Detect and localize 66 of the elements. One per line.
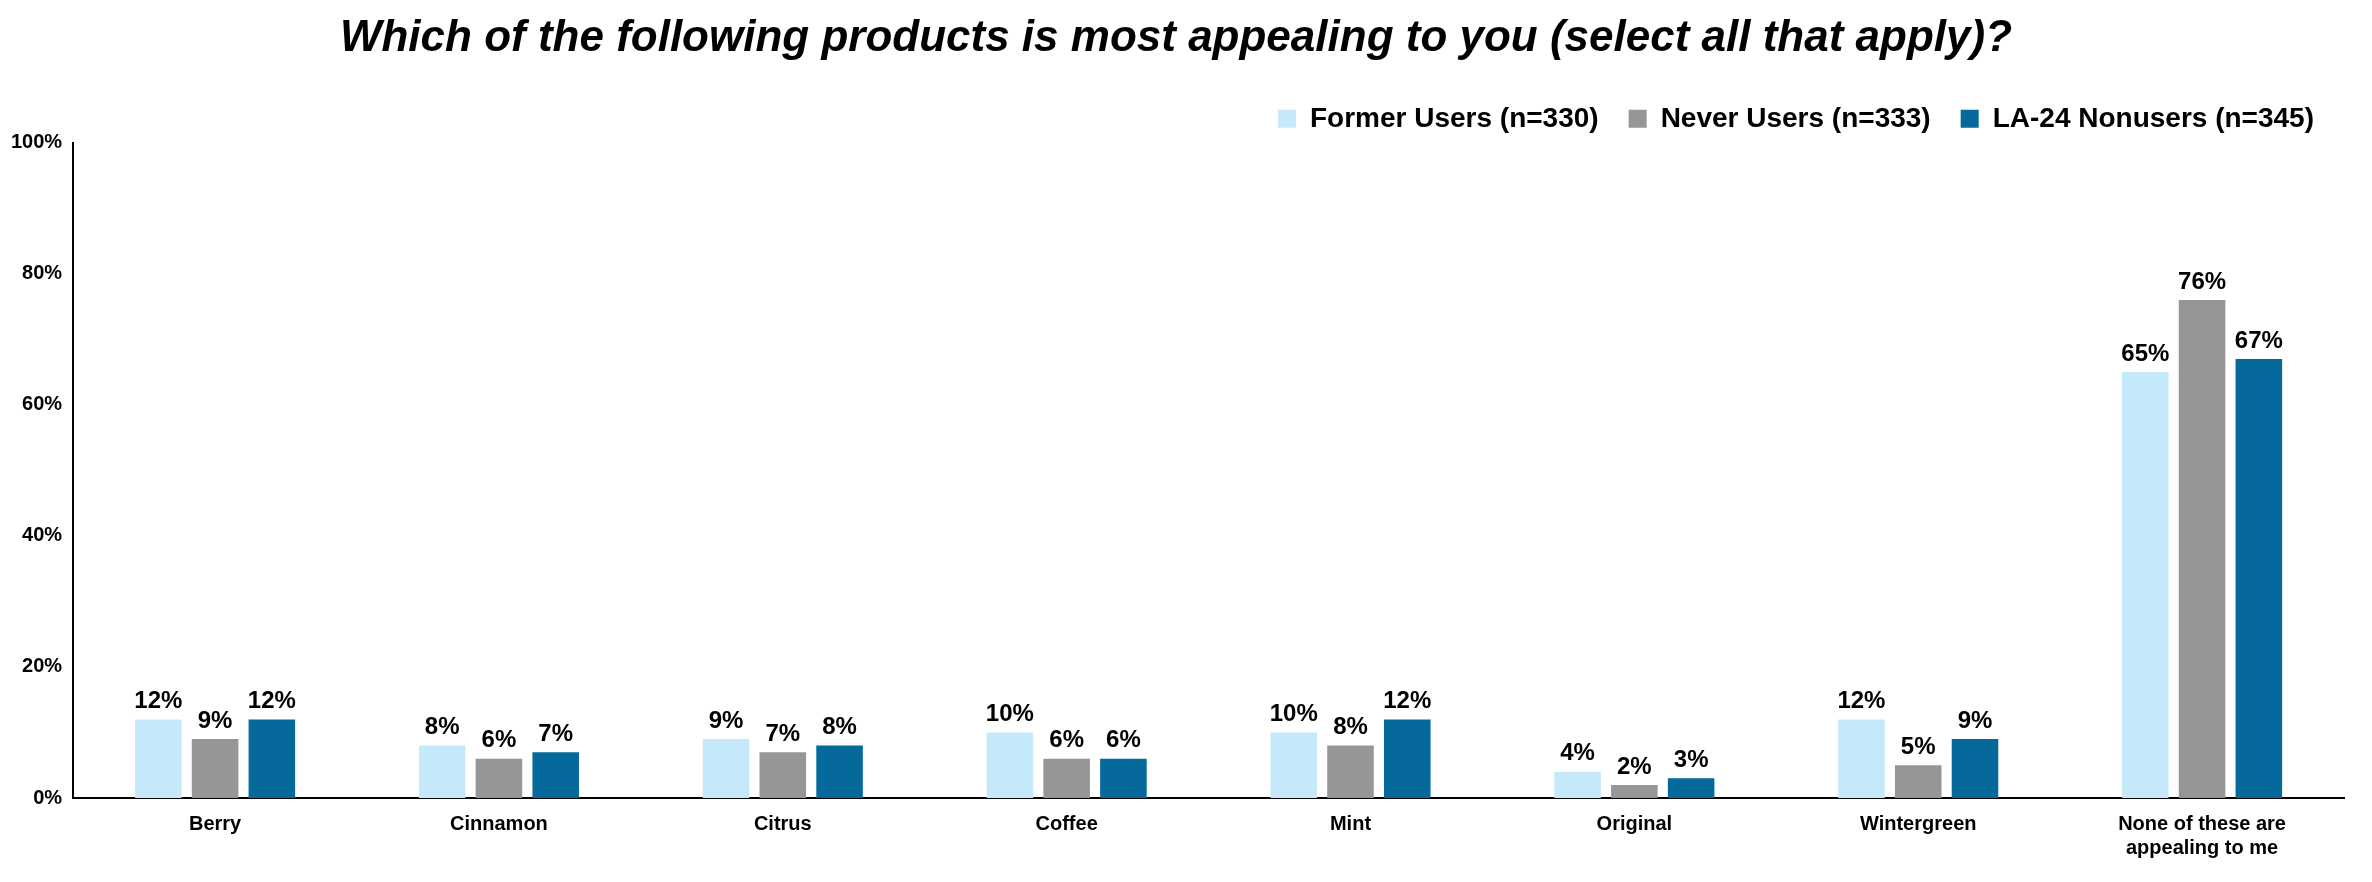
y-tick-label: 60% <box>22 392 63 415</box>
data-label: 9% <box>708 705 744 733</box>
bar <box>2178 300 2226 798</box>
legend-label: Former Users (n=330) <box>1309 101 1599 133</box>
bar <box>1611 784 1658 798</box>
bar <box>1270 732 1318 798</box>
bar <box>986 732 1034 798</box>
bar <box>1100 758 1147 798</box>
bar <box>135 719 182 798</box>
data-label: 12% <box>1383 686 1432 713</box>
bar <box>1838 719 1885 798</box>
data-label: 7% <box>538 718 574 746</box>
bar <box>1667 778 1715 798</box>
data-label: 9% <box>197 705 233 733</box>
bar <box>702 739 750 798</box>
data-label: 2% <box>1617 751 1652 779</box>
data-label: 12% <box>134 686 183 713</box>
data-label: 10% <box>985 699 1034 727</box>
x-tick-label: Citrus <box>753 811 812 834</box>
x-tick-label: Coffee <box>1035 811 1098 834</box>
bar <box>1384 719 1431 798</box>
x-tick-label: Wintergreen <box>1859 811 1977 834</box>
data-label: 4% <box>1560 738 1595 766</box>
y-tick-label: 0% <box>33 785 63 808</box>
data-label: 12% <box>1837 686 1886 713</box>
y-tick-label: 40% <box>22 523 63 546</box>
bar <box>418 745 466 798</box>
x-tick-label: Mint <box>1329 811 1372 834</box>
data-label: 8% <box>1333 712 1368 740</box>
y-tick-label: 20% <box>22 654 63 677</box>
x-tick-label: Original <box>1596 811 1673 834</box>
x-tick-label: Berry <box>188 811 243 834</box>
chart-title: Which of the following products is most appealing to you (select all that apply)? <box>339 10 2013 60</box>
legend-label: LA-24 Nonusers (n=345) <box>1992 101 2315 133</box>
data-label: 6% <box>481 725 517 753</box>
data-label: 3% <box>1673 744 1709 772</box>
x-tick-label: None of these are appealing to me <box>2118 811 2286 858</box>
x-tick-label: Cinnamon <box>450 811 548 834</box>
bar <box>1951 739 1999 798</box>
data-label: 76% <box>2178 266 2227 294</box>
bar <box>1894 765 1942 798</box>
data-label: 12% <box>247 686 296 713</box>
bar <box>191 739 239 798</box>
bar <box>759 752 807 798</box>
y-tick-label: 80% <box>22 261 63 284</box>
bar <box>248 719 296 798</box>
bar <box>1043 758 1090 798</box>
data-label: 9% <box>1957 705 1993 733</box>
bar <box>2122 372 2169 798</box>
data-label: 8% <box>822 712 857 740</box>
bar <box>816 745 863 798</box>
bar <box>1554 771 1601 798</box>
bar <box>475 758 523 798</box>
data-label: 67% <box>2234 325 2283 353</box>
data-label: 10% <box>1269 699 1318 727</box>
data-label: 5% <box>1900 731 1936 759</box>
bar <box>2235 359 2283 798</box>
data-label: 65% <box>2121 338 2170 366</box>
data-label: 6% <box>1049 725 1084 753</box>
y-tick-label: 100% <box>11 130 63 153</box>
data-label: 8% <box>424 712 460 740</box>
bar <box>532 752 579 798</box>
legend-label: Never Users (n=333) <box>1660 101 1931 133</box>
data-label: 6% <box>1106 725 1141 753</box>
bar <box>1327 745 1374 798</box>
data-label: 7% <box>765 718 801 746</box>
